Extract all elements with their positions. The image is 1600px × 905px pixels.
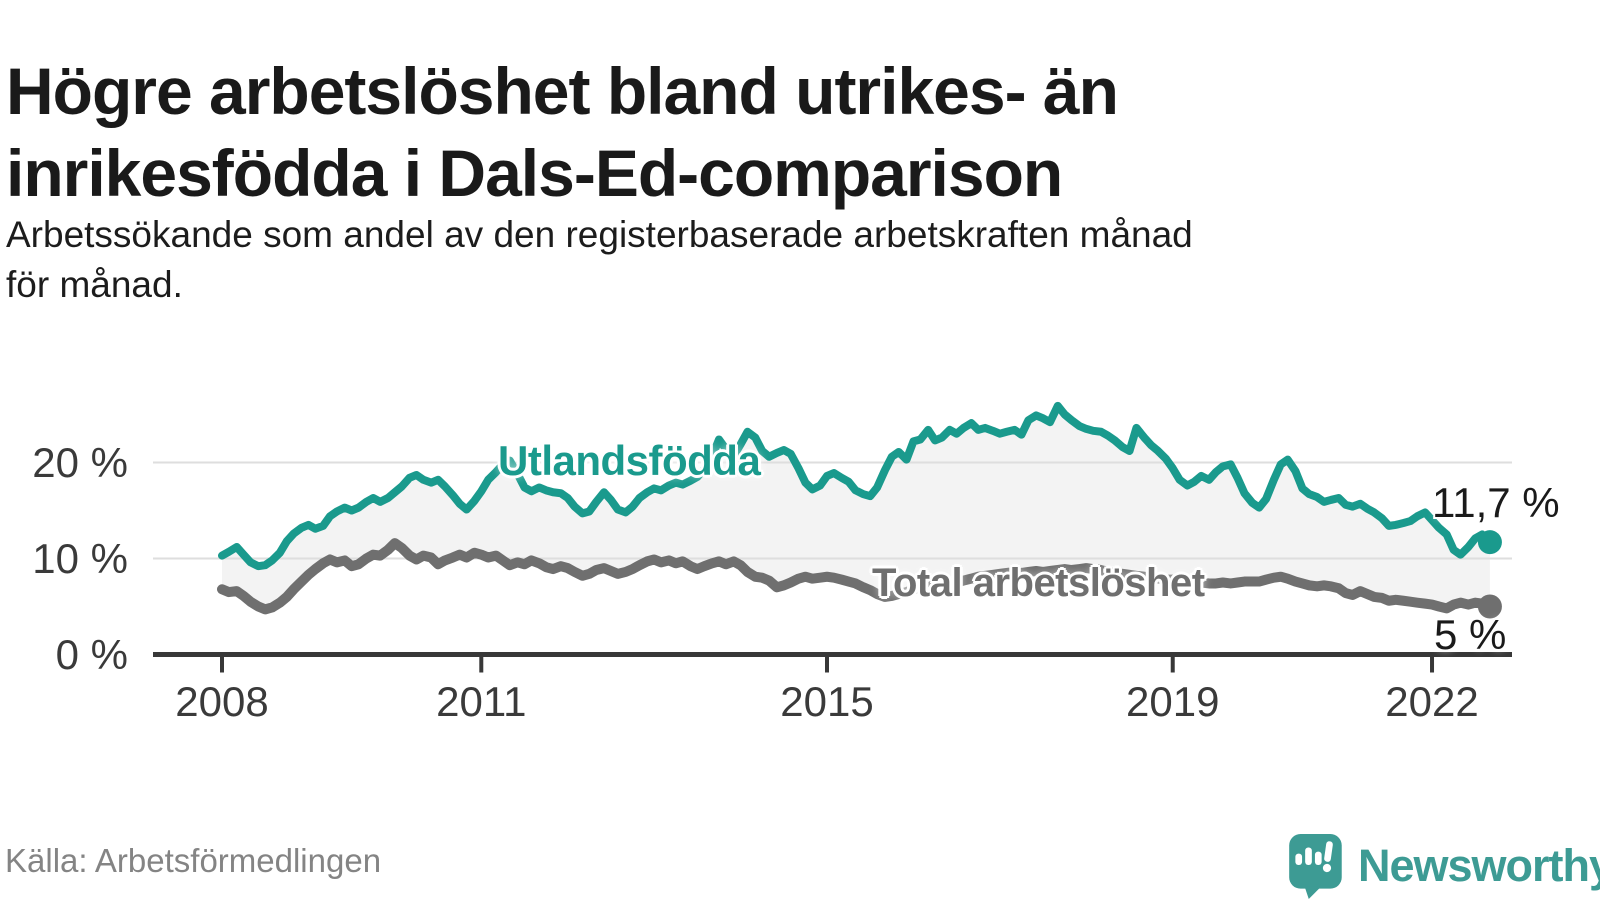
chart-title: Högre arbetslöshet bland utrikes- än inr… (6, 50, 1566, 214)
x-tick-label-2019: 2019 (1126, 678, 1220, 725)
newsworthy-logo: Newsworthy (1286, 832, 1600, 899)
x-tick-label-2011: 2011 (436, 678, 527, 725)
subtitle-line-2: för månad. (6, 264, 183, 305)
series-label-utlandsfodda: Utlandsfödda (498, 437, 761, 484)
series-label-total-arbetsloshet: Total arbetslöshet (872, 561, 1205, 605)
end-value-label-utlandsfodda: 11,7 % (1432, 479, 1560, 526)
newsworthy-logo-text: Newsworthy (1358, 840, 1600, 891)
y-tick-label-10: 10 % (32, 534, 128, 582)
source-note: Källa: Arbetsförmedlingen (5, 842, 382, 879)
title-line-2: inrikesfödda i Dals-Ed-comparison (6, 136, 1063, 211)
y-tick-label-20: 20 % (32, 438, 128, 486)
title-line-1: Högre arbetslöshet bland utrikes- än (6, 54, 1119, 129)
x-tick-label-2022: 2022 (1385, 678, 1479, 725)
newsworthy-logo-icon (1289, 834, 1342, 899)
x-tick-label-2015: 2015 (780, 678, 874, 725)
subtitle-line-1: Arbetssökande som andel av den registerb… (6, 214, 1193, 255)
y-tick-label-0: 0 % (55, 630, 128, 678)
chart-subtitle: Arbetssökande som andel av den registerb… (6, 210, 1566, 310)
x-tick-label-2008: 2008 (175, 678, 269, 725)
end-value-label-total: 5 % (1434, 611, 1507, 658)
